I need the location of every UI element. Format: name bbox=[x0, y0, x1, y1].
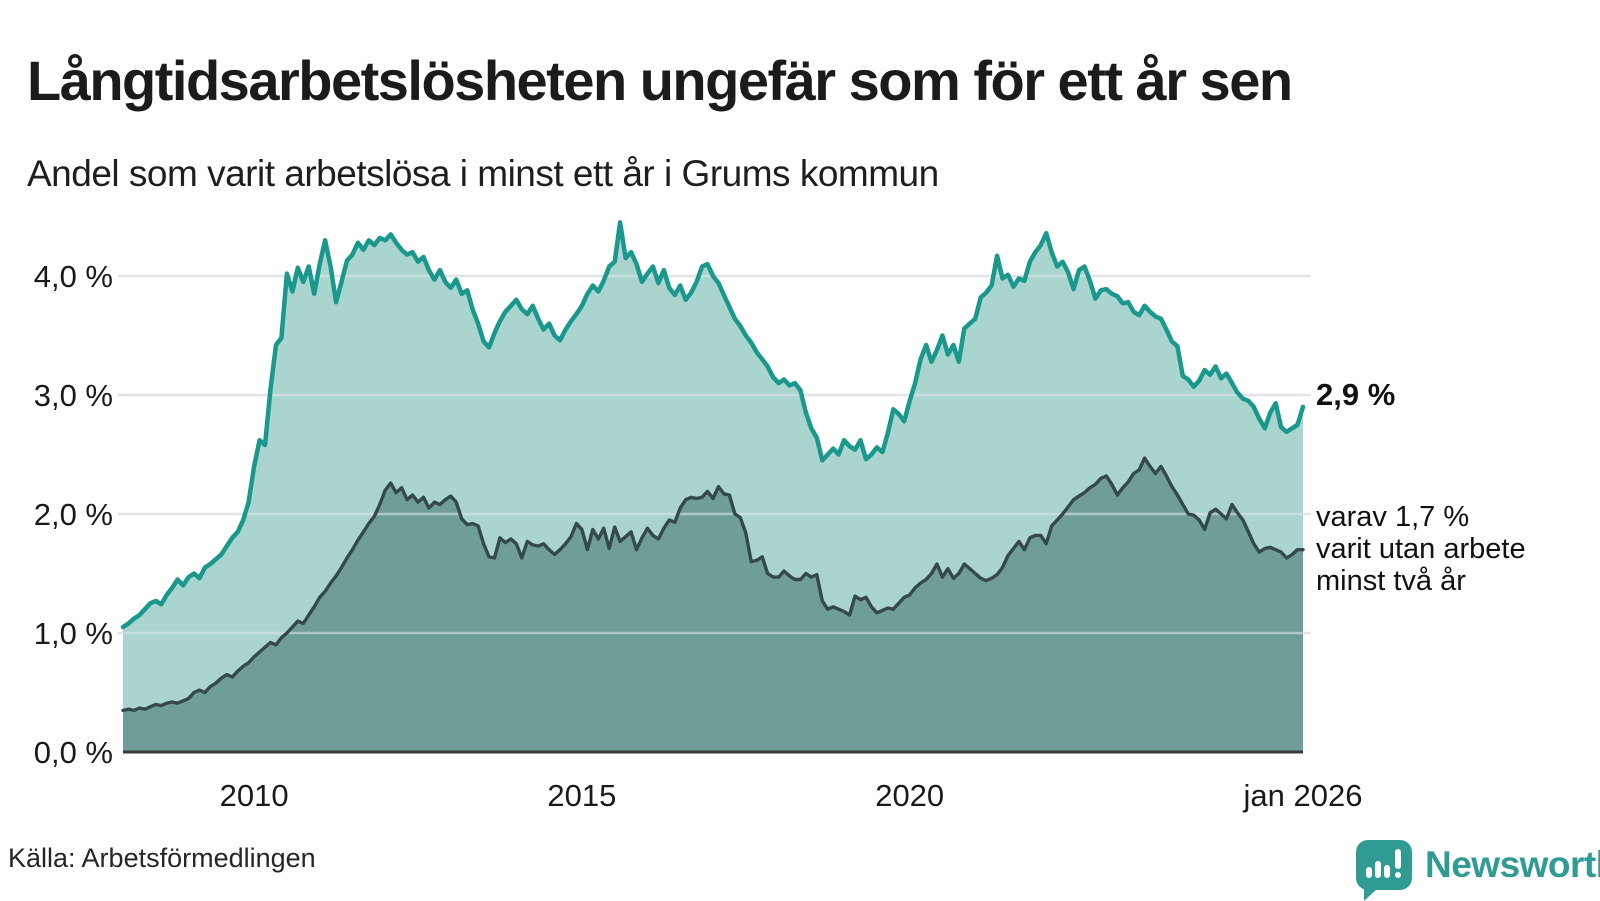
bar-icon-3 bbox=[1384, 865, 1390, 878]
x-tick-label: jan 2026 bbox=[1243, 778, 1363, 813]
bar-icon-2 bbox=[1375, 861, 1381, 878]
x-tick-label: 2020 bbox=[875, 778, 944, 813]
x-tick-label: 2010 bbox=[220, 778, 289, 813]
bar-icon-1 bbox=[1366, 867, 1372, 878]
newsworthy-wordmark: Newsworthy bbox=[1425, 844, 1600, 885]
newsworthy-bubble-chart-icon bbox=[1356, 840, 1412, 901]
y-tick-label: 4,0 % bbox=[34, 259, 113, 294]
chart-title: Långtidsarbetslösheten ungefär som för e… bbox=[27, 48, 1293, 112]
source-note: Källa: Arbetsförmedlingen bbox=[8, 843, 316, 873]
secondary-annotation: varav 1,7 % varit utan arbete minst två … bbox=[1316, 501, 1526, 597]
exclamation-icon bbox=[1395, 849, 1401, 869]
y-tick-label: 1,0 % bbox=[34, 616, 113, 651]
x-tick-label: 2015 bbox=[547, 778, 616, 813]
y-tick-label: 3,0 % bbox=[34, 378, 113, 413]
newsworthy-logo: Newsworthy bbox=[1356, 840, 1600, 901]
chart-subtitle: Andel som varit arbetslösa i minst ett å… bbox=[27, 153, 939, 194]
speech-bubble-tail bbox=[1364, 886, 1380, 901]
y-tick-label: 2,0 % bbox=[34, 497, 113, 532]
exclamation-dot-icon bbox=[1395, 872, 1401, 878]
latest-value-label: 2,9 % bbox=[1316, 377, 1396, 412]
y-tick-label: 0,0 % bbox=[34, 735, 113, 770]
